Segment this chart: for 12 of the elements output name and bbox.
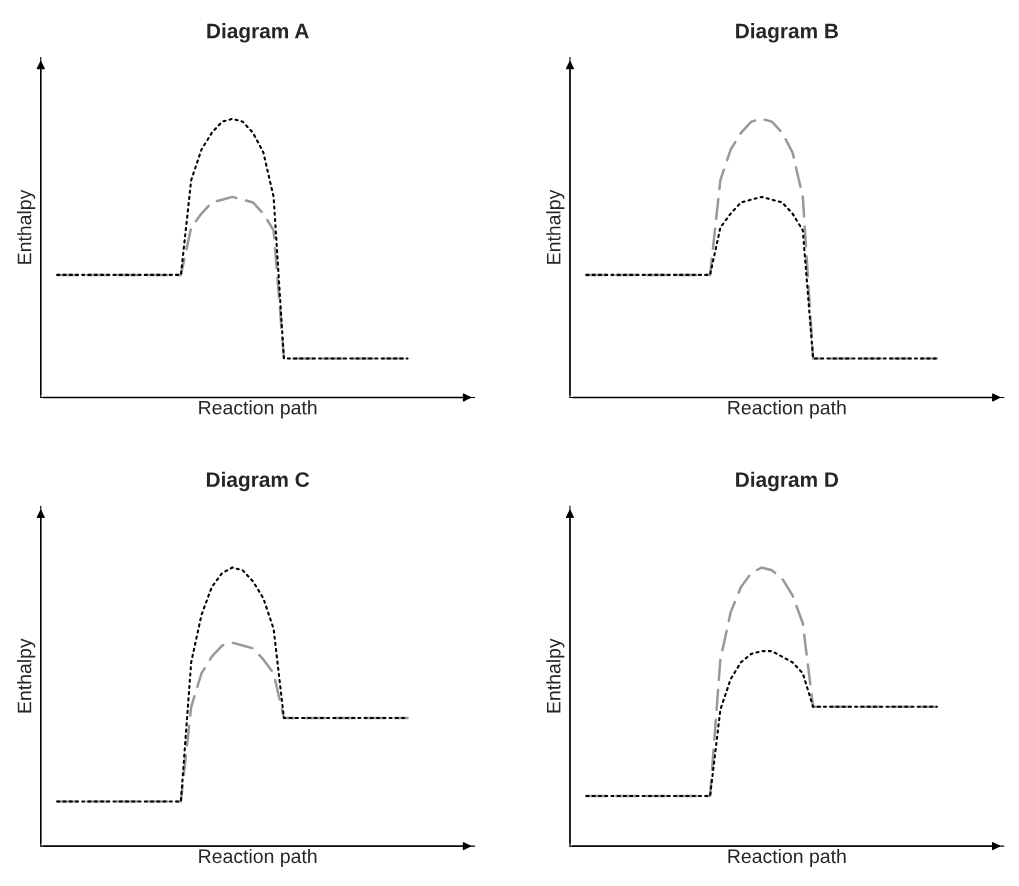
x-axis-title: Reaction path (199, 400, 317, 419)
chart-title: Diagram A (207, 23, 309, 43)
y-axis-title: Enthalpy (17, 189, 36, 264)
chart-title: Diagram B (736, 23, 838, 43)
y-axis-title: Enthalpy (546, 189, 565, 264)
x-axis-title: Reaction path (728, 848, 846, 868)
chart-title: Diagram C (206, 471, 310, 492)
chart-title: Diagram D (736, 471, 839, 492)
x-axis-title: Reaction path (199, 848, 317, 868)
y-axis-title: Enthalpy (17, 638, 36, 713)
y-axis-title: Enthalpy (546, 638, 565, 713)
x-axis-title: Reaction path (728, 400, 846, 419)
